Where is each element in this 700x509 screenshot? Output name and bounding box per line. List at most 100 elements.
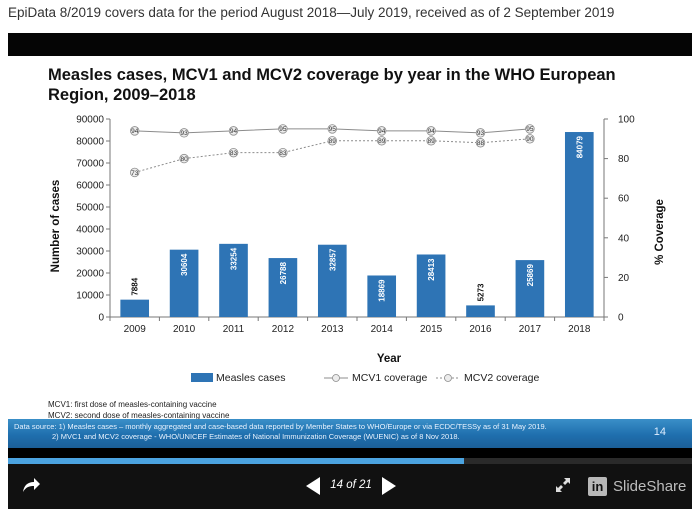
y2-tick-label: 0 [618,313,624,324]
share-icon[interactable] [20,474,42,496]
y-tick-label: 60000 [76,181,104,192]
slide: Measles cases, MCV1 and MCV2 coverage by… [8,56,692,448]
bar-measles-cases [169,249,199,317]
footnotes: MCV1: first dose of measles-containing v… [48,399,229,421]
mcv2-point [228,147,239,158]
progress-fill [8,458,465,464]
x-tick-label: 2010 [173,324,196,335]
bar-data-label: 84079 [575,135,584,158]
bar-measles-cases [515,260,545,317]
mcv2-data-label: 88 [477,140,485,147]
previous-slide-button[interactable] [304,476,322,496]
mcv1-point [278,124,288,134]
footnote-mcv2: MCV2: second dose of measles-containing … [48,411,230,420]
mcv2-point [327,136,338,146]
mcv1-point [129,126,140,136]
next-slide-button[interactable] [380,476,398,496]
y2-axis-title: % Coverage [654,199,666,265]
mcv2-data-label: 90 [526,136,534,143]
mcv2-point [525,134,535,144]
chart: 0 10000 20000 30000 40000 50000 60000 70000 8000… [50,115,666,385]
x-tick-label: 2016 [469,324,492,335]
mcv2-data-label: 89 [427,138,435,145]
x-tick-label: 2012 [272,324,295,335]
mcv1-data-label: 94 [131,128,139,135]
bar-measles-cases [416,254,446,317]
mcv2-data-label: 83 [279,150,287,157]
data-source-band: Data source: 1) Measles cases – monthly … [8,419,692,448]
x-tick-label: 2015 [420,324,443,335]
bar-measles-cases [268,258,298,317]
bar-measles-cases [120,299,150,317]
legend-marker-mcv1 [332,374,340,382]
bar-data-label: 32857 [328,248,337,271]
bar-data-label: 33254 [230,247,239,270]
y-tick-label: 30000 [76,247,104,258]
slideshare-logo[interactable]: in SlideShare [588,475,686,497]
y2-tick-label: 20 [618,273,630,284]
source-line-1: Data source: 1) Measles cases – monthly … [14,422,547,431]
progress-bar[interactable] [8,458,692,464]
chart-title: Measles cases, MCV1 and MCV2 coverage by… [48,66,616,104]
mcv2-point [377,136,387,146]
mcv1-data-label: 95 [329,126,337,133]
y-tick-label: 10000 [76,291,104,302]
mcv1-data-label: 93 [180,130,188,137]
mcv2-point [179,153,189,164]
bar-measles-cases [564,132,594,317]
bar-data-label: 18869 [378,279,387,302]
y-tick-label: 50000 [76,203,104,214]
x-axis-title: Year [377,353,402,365]
footnote-mcv1: MCV1: first dose of measles-containing v… [48,400,217,409]
mcv2-point [129,167,140,178]
mcv1-data-label: 94 [230,128,238,135]
mcv1-point [327,124,338,134]
x-tick-label: 2014 [371,324,394,335]
y2-tick-label: 40 [618,233,630,244]
fullscreen-icon[interactable] [555,477,571,493]
mcv1-data-label: 95 [279,126,287,133]
slide-number: 14 [653,426,666,438]
y2-tick-label: 80 [618,154,630,165]
y2-tick-label: 60 [618,194,630,205]
mcv1-point [475,128,486,138]
mcv1-data-label: 95 [526,126,534,133]
y-tick-label: 80000 [76,137,104,148]
mcv2-point [426,136,436,146]
bar-measles-cases [367,275,397,317]
x-tick-label: 2018 [568,324,591,335]
y-tick-label: 40000 [76,225,104,236]
bar-data-label: 30604 [180,253,189,276]
linkedin-icon: in [588,476,607,496]
player-controls: 14 of 21 in SlideShare [8,464,692,509]
brand-name: SlideShare [613,477,687,495]
x-tick-label: 2017 [519,324,542,335]
mcv2-point [278,147,288,158]
y-tick-label: 0 [98,313,104,324]
mcv1-point [228,126,239,136]
slideshow-player: Measles cases, MCV1 and MCV2 coverage by… [8,33,692,509]
mcv2-data-label: 89 [378,138,386,145]
slide-top-bar [8,33,692,56]
legend-swatch-measles-cases [191,373,213,382]
mcv1-point [426,126,436,136]
bar-data-label: 5273 [477,283,486,301]
legend-marker-mcv2 [444,374,452,382]
source-line-2: 2) MVC1 and MCV2 coverage - WHO/UNICEF E… [52,432,460,441]
bar-data-label: 28413 [427,258,436,281]
data-source-text: Data source: 1) Measles cases – monthly … [14,422,547,442]
mcv2-point [475,138,486,148]
bar-measles-cases [219,243,248,317]
mcv1-data-label: 94 [427,128,435,135]
mcv1-data-label: 93 [477,130,485,137]
x-tick-label: 2013 [321,324,344,335]
y-axis-title: Number of cases [50,180,62,273]
slide-counter: 14 of 21 [330,479,372,491]
mcv1-point [179,128,189,138]
bar-data-label: 25869 [526,264,535,287]
mcv2-data-label: 80 [180,156,188,163]
mcv1-point [525,124,535,134]
y-tick-label: 20000 [76,269,104,280]
mcv2-data-label: 89 [329,138,337,145]
bar-measles-cases [317,244,347,317]
